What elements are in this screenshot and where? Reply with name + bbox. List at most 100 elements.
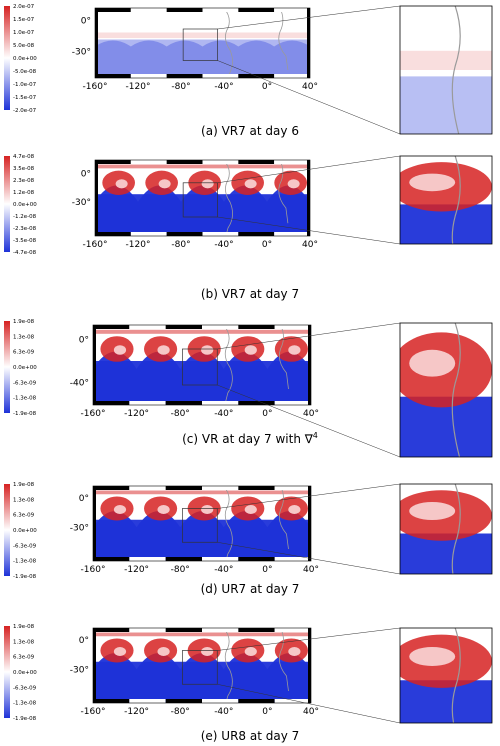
coastline-africa — [278, 486, 289, 550]
zoom-region-box — [182, 28, 218, 61]
colorbar-tick-label: 1.3e-08 — [13, 639, 35, 645]
colorbar-tick-label: 0.0e+00 — [13, 56, 37, 62]
colorbar-tick-label: 1.9e-08 — [13, 482, 35, 488]
x-tick-label: 40° — [302, 82, 318, 92]
figure-panel: 4.7e-08 3.5e-08 2.3e-08 1.2e-08 0.0e+00 -1.2e… — [0, 150, 500, 310]
y-tick-label: 0° — [81, 17, 91, 27]
colorbar-tick-label: -6.3e-09 — [13, 685, 37, 691]
figure-panel: 1.9e-08 1.3e-08 6.3e-09 0.0e+00 -6.3e-09 -1.3… — [0, 478, 500, 616]
y-tick-label: -30° — [72, 198, 91, 208]
x-tick-label: -80° — [171, 565, 190, 575]
colorbar-tick-label: 0.0e+00 — [13, 202, 37, 208]
panel-caption: (a) VR7 at day 6 — [0, 124, 500, 138]
zoom-region-box — [182, 182, 218, 218]
x-tick-label: -120° — [124, 565, 149, 575]
zoom-inset — [400, 323, 492, 457]
zoom-region-box — [182, 508, 218, 543]
x-tick-label: -160° — [81, 707, 106, 717]
zoom-inset — [400, 628, 492, 723]
map-frame — [92, 324, 312, 406]
colorbar-tick-label: -1.2e-08 — [13, 214, 37, 220]
colorbar-tick-label: -4.7e-08 — [13, 250, 37, 256]
colorbar-tick-label: -3.5e-08 — [13, 238, 37, 244]
zoom-inset — [400, 484, 492, 574]
panel-plot: 1.9e-08 1.3e-08 6.3e-09 0.0e+00 -6.3e-09 -1.3… — [4, 319, 493, 458]
colorbar-tick-label: 1.3e-08 — [13, 334, 35, 340]
colorbar-tick-label: 3.5e-08 — [13, 166, 35, 172]
panel-plot: 2.0e-07 1.5e-07 1.0e-07 5.0e-08 0.0e+00 -5.0e… — [4, 4, 493, 135]
colorbar-tick-label: 1.5e-07 — [13, 17, 35, 23]
caption-text: (b) VR7 at day 7 — [200, 287, 300, 301]
x-tick-label: 0° — [262, 707, 272, 717]
map-field — [93, 628, 311, 703]
colorbar-tick-label: 6.3e-09 — [13, 655, 35, 661]
caption-text: (e) UR8 at day 7 — [200, 729, 300, 743]
y-tick-label: -30° — [72, 47, 91, 57]
colorbar-tick-label: 2.3e-08 — [13, 178, 35, 184]
colorbar-tick-label: 1.3e-08 — [13, 497, 35, 503]
y-tick-label: -30° — [70, 523, 89, 533]
x-tick-label: -80° — [171, 707, 190, 717]
panel-plot: 1.9e-08 1.3e-08 6.3e-09 0.0e+00 -6.3e-09 -1.3… — [4, 624, 493, 724]
colorbar-tick-label: -1.9e-08 — [13, 574, 37, 580]
y-tick-label: 0° — [79, 636, 89, 646]
coastline-africa — [278, 325, 289, 390]
colorbar-tick-label: -2.0e-07 — [13, 108, 37, 114]
x-tick-label: -160° — [83, 82, 108, 92]
caption-text: (a) VR7 at day 6 — [201, 124, 299, 138]
x-tick-label: -40° — [214, 707, 233, 717]
wave-field — [93, 653, 311, 703]
panel-plot: 4.7e-08 3.5e-08 2.3e-08 1.2e-08 0.0e+00 -1.2e… — [4, 154, 493, 256]
colorbar-tick-label: -1.9e-08 — [13, 716, 37, 722]
wave-field — [95, 40, 310, 78]
colorbar-tick-label: -1.9e-08 — [13, 411, 37, 417]
colorbar — [4, 484, 10, 576]
x-tick-label: 0° — [262, 240, 272, 250]
map-frame — [92, 627, 312, 704]
x-tick-label: -120° — [126, 82, 151, 92]
map-frame — [94, 7, 311, 79]
colorbar-tick-label: 1.2e-08 — [13, 190, 35, 196]
x-tick-label: -40° — [214, 565, 233, 575]
y-tick-label: 0° — [79, 494, 89, 504]
panel-caption: (c) VR at day 7 with ∇4 — [0, 431, 500, 446]
colorbar-tick-label: -5.0e-08 — [13, 69, 37, 75]
colorbar-tick-label: 0.0e+00 — [13, 670, 37, 676]
map-field — [95, 160, 310, 236]
y-tick-label: 0° — [79, 335, 89, 345]
colorbar — [4, 626, 10, 718]
x-tick-label: 40° — [303, 707, 319, 717]
coastline-africa — [278, 628, 289, 692]
colorbar-tick-label: -6.3e-09 — [13, 380, 37, 386]
caption-text: (d) UR7 at day 7 — [200, 582, 300, 596]
x-tick-label: 40° — [303, 409, 319, 419]
colorbar-tick-label: 6.3e-09 — [13, 513, 35, 519]
colorbar-tick-label: -2.3e-08 — [13, 226, 37, 232]
panel-caption: (e) UR8 at day 7 — [0, 729, 500, 743]
zoom-region-box — [182, 650, 218, 685]
figure-panel: 1.9e-08 1.3e-08 6.3e-09 0.0e+00 -6.3e-09 -1.3… — [0, 315, 500, 473]
panel-caption: (d) UR7 at day 7 — [0, 582, 500, 596]
map-frame — [94, 159, 311, 237]
colorbar-tick-label: 1.9e-08 — [13, 624, 35, 630]
coastline-africa — [278, 8, 289, 71]
wave-field — [93, 511, 311, 561]
x-tick-label: 0° — [262, 565, 272, 575]
y-tick-label: -40° — [70, 379, 89, 389]
colorbar-tick-label: 6.3e-09 — [13, 350, 35, 356]
colorbar — [4, 156, 10, 252]
wave-field — [93, 352, 311, 405]
colorbar — [4, 6, 10, 110]
inset-frame — [399, 322, 493, 458]
jet-strip — [93, 490, 311, 495]
x-tick-label: -120° — [124, 409, 149, 419]
inset-frame — [399, 627, 493, 724]
colorbar-tick-label: 1.0e-07 — [13, 30, 35, 36]
panel-plot: 1.9e-08 1.3e-08 6.3e-09 0.0e+00 -6.3e-09 -1.3… — [4, 482, 493, 580]
coastline-south-america — [223, 325, 233, 405]
x-tick-label: 0° — [262, 409, 272, 419]
map-field — [95, 8, 310, 78]
x-tick-label: -40° — [214, 409, 233, 419]
jet-strip — [93, 329, 311, 334]
x-tick-label: -160° — [83, 240, 108, 250]
